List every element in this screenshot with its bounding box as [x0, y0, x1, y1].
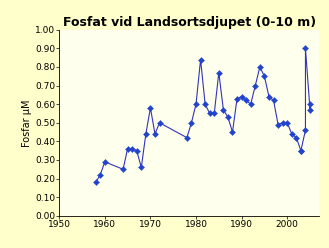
Y-axis label: Fosfar µM: Fosfar µM: [22, 99, 32, 147]
Title: Fosfat vid Landsortsdjupet (0-10 m): Fosfat vid Landsortsdjupet (0-10 m): [63, 16, 316, 29]
